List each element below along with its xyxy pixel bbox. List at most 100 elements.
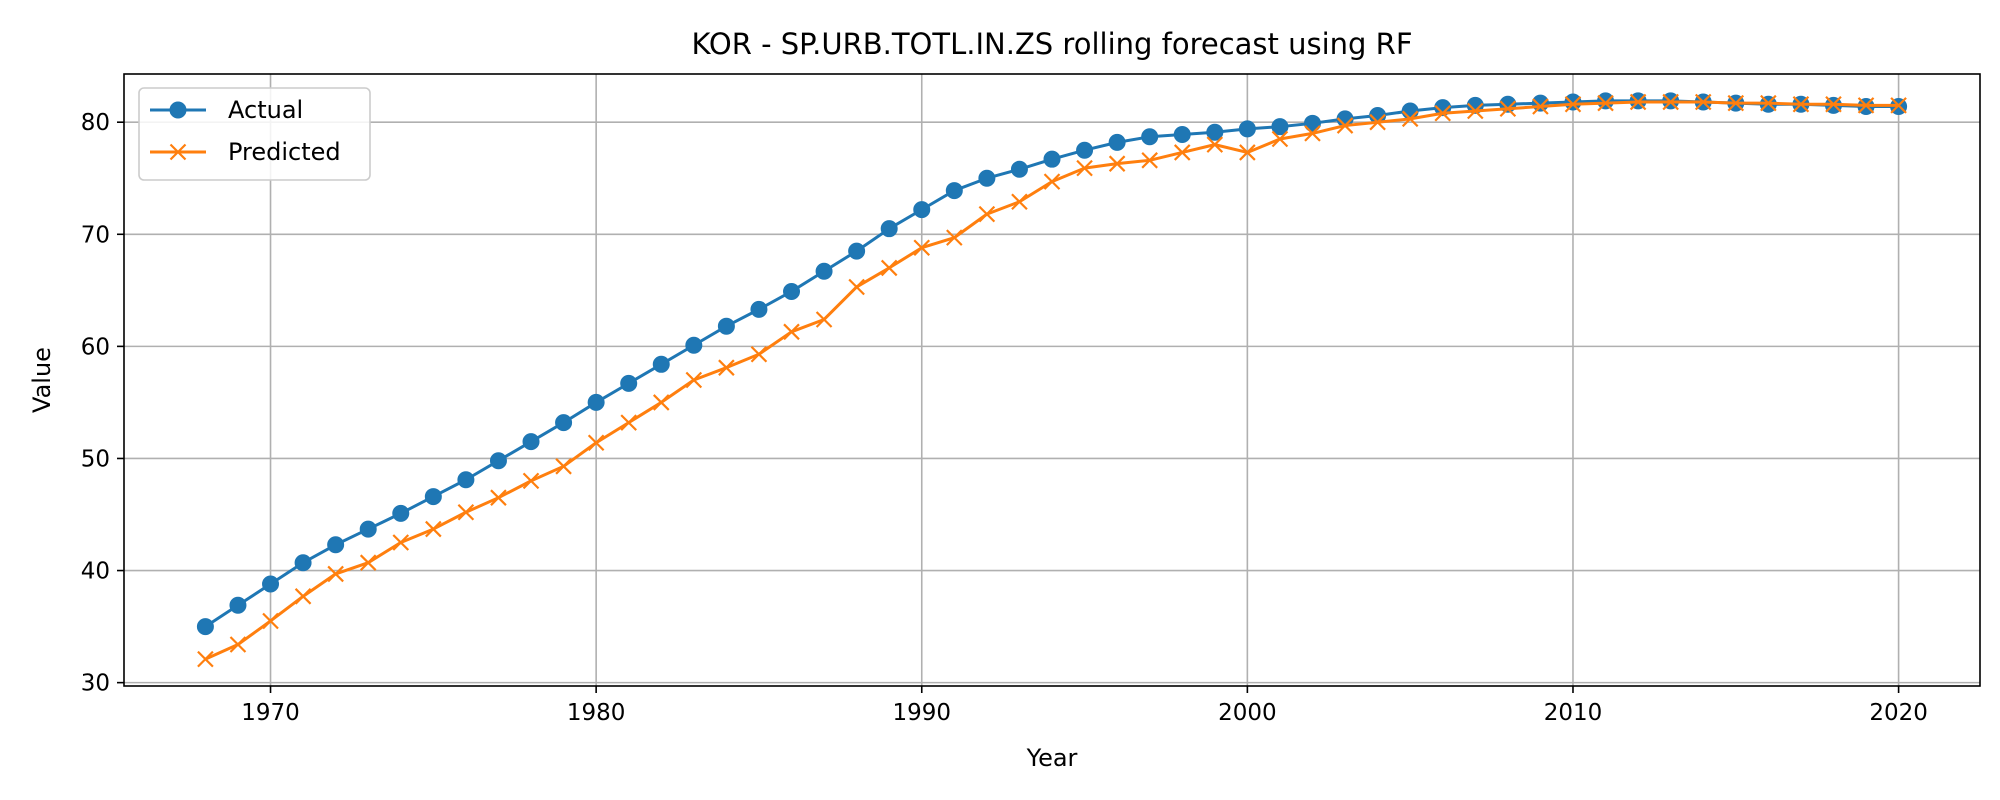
data-point: [359, 520, 377, 538]
data-point: [1238, 120, 1256, 138]
legend-marker: [169, 101, 187, 119]
axis-ticks: 1970 1980 1990 2000 2010 2020 30 40 50 60 70 80: [81, 110, 1928, 726]
data-point: [555, 414, 573, 432]
data-point: [1011, 193, 1028, 211]
y-tick-label: 60: [81, 334, 110, 360]
data-point: [522, 472, 540, 490]
data-point: [327, 565, 344, 583]
y-tick-label: 40: [81, 559, 110, 585]
data-point: [1401, 110, 1419, 128]
data-point: [946, 229, 963, 246]
data-point: [359, 554, 377, 571]
series-layer: [196, 92, 1908, 668]
data-point: [1760, 94, 1777, 112]
legend-item-predicted: Predicted: [150, 138, 341, 166]
data-point: [1076, 159, 1093, 177]
data-point: [848, 278, 865, 296]
data-point: [1303, 114, 1321, 132]
y-tick-label: 30: [81, 671, 110, 697]
data-point: [783, 323, 800, 341]
data-point: [1890, 97, 1907, 114]
data-point: [457, 503, 475, 521]
data-point: [457, 471, 475, 489]
data-point: [262, 612, 279, 630]
data-point: [1467, 102, 1484, 120]
data-point: [685, 371, 703, 389]
data-point: [522, 433, 540, 451]
data-point: [1206, 136, 1224, 153]
y-axis-label: Value: [28, 347, 56, 413]
x-tick-label: 1990: [892, 700, 951, 726]
data-point: [718, 359, 735, 376]
series-predicted: [197, 93, 1907, 668]
data-point: [1271, 130, 1289, 148]
x-tick-label: 2010: [1544, 700, 1603, 726]
data-point: [1434, 104, 1452, 122]
data-point: [229, 636, 247, 653]
x-axis-label: Year: [1026, 744, 1078, 772]
data-point: [1792, 95, 1810, 113]
data-point: [1206, 123, 1224, 141]
data-point: [489, 452, 507, 470]
data-point: [327, 536, 345, 554]
data-point: [815, 262, 833, 280]
data-point: [587, 393, 605, 411]
data-point: [1043, 150, 1061, 168]
data-point: [197, 650, 214, 668]
data-point: [587, 434, 605, 452]
data-point: [1173, 126, 1191, 144]
x-tick-label: 1970: [241, 700, 300, 726]
data-point: [392, 534, 410, 551]
data-point: [620, 414, 637, 431]
data-point: [1499, 100, 1517, 118]
data-point: [815, 311, 833, 328]
data-point: [392, 504, 410, 522]
data-point: [717, 317, 735, 335]
data-point: [652, 355, 670, 373]
data-point: [1694, 93, 1712, 111]
y-tick-label: 70: [81, 222, 110, 248]
data-point: [913, 201, 931, 219]
data-point: [848, 242, 866, 260]
data-point: [1727, 94, 1745, 112]
data-point: [1531, 94, 1549, 112]
data-point: [1662, 93, 1679, 111]
data-point: [490, 489, 507, 506]
data-point: [1141, 152, 1158, 169]
data-point: [294, 588, 312, 605]
data-point: [1564, 93, 1582, 111]
data-point: [750, 345, 768, 363]
data-point: [1304, 125, 1321, 142]
data-point: [1825, 95, 1842, 113]
plot-frame: [123, 73, 1981, 687]
data-point: [978, 205, 996, 223]
data-point: [1336, 117, 1354, 134]
legend: Actual Predicted: [138, 87, 371, 181]
data-point: [1369, 113, 1386, 131]
legend-item-actual: Actual: [150, 96, 303, 124]
x-tick-label: 2020: [1869, 700, 1928, 726]
grid: [124, 74, 1980, 686]
data-point: [1597, 94, 1614, 112]
data-point: [1857, 97, 1875, 114]
data-point: [978, 169, 996, 187]
data-point: [425, 520, 442, 538]
data-point: [1010, 160, 1028, 178]
data-point: [1141, 128, 1159, 146]
data-point: [1564, 95, 1582, 113]
data-point: [1108, 133, 1126, 151]
data-point: [1597, 92, 1615, 110]
data-point: [880, 259, 898, 277]
data-point: [1076, 141, 1094, 159]
data-point: [1532, 98, 1549, 115]
data-point: [1629, 93, 1647, 111]
x-tick-label: 1980: [567, 700, 626, 726]
data-point: [196, 618, 214, 636]
data-point: [1108, 155, 1126, 172]
data-point: [229, 596, 247, 614]
y-tick-label: 50: [81, 446, 110, 472]
x-tick-label: 2000: [1218, 700, 1277, 726]
data-point: [1239, 144, 1256, 161]
data-point: [783, 282, 801, 300]
data-point: [913, 239, 931, 257]
